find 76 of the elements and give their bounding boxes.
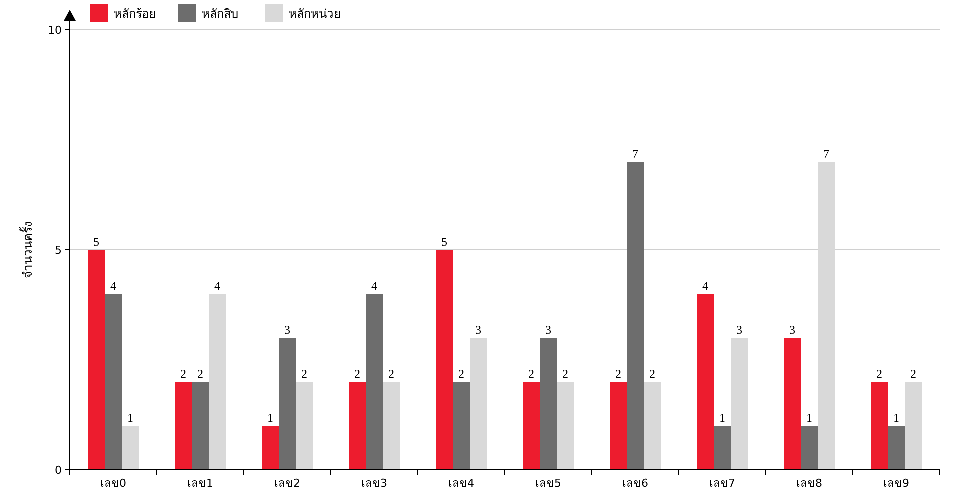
data-label: 2 [180, 367, 186, 381]
data-label: 7 [824, 147, 830, 161]
x-tick-label: เลข1 [188, 477, 214, 490]
y-tick-label: 10 [48, 24, 62, 37]
legend-label: หลักสิบ [202, 7, 239, 21]
bar [209, 294, 226, 470]
bar [105, 294, 122, 470]
bar [871, 382, 888, 470]
x-tick-label: เลข6 [622, 477, 648, 490]
bar [731, 338, 748, 470]
data-label: 3 [284, 323, 290, 337]
bar [262, 426, 279, 470]
data-label: 4 [702, 279, 708, 293]
data-label: 2 [302, 367, 308, 381]
y-tick-label: 5 [55, 244, 62, 257]
data-label: 4 [214, 279, 220, 293]
bar [714, 426, 731, 470]
data-label: 3 [476, 323, 482, 337]
data-label: 5 [94, 235, 100, 249]
data-label: 2 [198, 367, 204, 381]
bar [523, 382, 540, 470]
y-axis-title: จำนวนครั้ง [19, 222, 35, 278]
x-tick-label: เลข3 [362, 477, 388, 490]
bar [122, 426, 139, 470]
data-label: 1 [720, 411, 726, 425]
bar [470, 338, 487, 470]
data-label: 2 [616, 367, 622, 381]
legend-label: หลักร้อย [114, 7, 156, 21]
x-tick-label: เลข7 [710, 477, 736, 490]
data-label: 4 [110, 279, 116, 293]
data-label: 3 [736, 323, 742, 337]
x-tick-label: เลข2 [274, 477, 300, 490]
bar [436, 250, 453, 470]
bar [88, 250, 105, 470]
data-label: 5 [442, 235, 448, 249]
data-label: 3 [546, 323, 552, 337]
data-label: 1 [894, 411, 900, 425]
x-tick-label: เลข9 [884, 477, 910, 490]
data-label: 2 [354, 367, 360, 381]
x-tick-label: เลข5 [536, 477, 562, 490]
data-label: 1 [806, 411, 812, 425]
data-label: 2 [910, 367, 916, 381]
y-tick-label: 0 [55, 464, 62, 477]
bar [784, 338, 801, 470]
data-label: 2 [876, 367, 882, 381]
bar [888, 426, 905, 470]
x-tick-label: เลข8 [796, 477, 822, 490]
data-label: 7 [632, 147, 638, 161]
data-label: 2 [458, 367, 464, 381]
bar [175, 382, 192, 470]
bar [801, 426, 818, 470]
bar [557, 382, 574, 470]
data-label: 2 [562, 367, 568, 381]
bar [627, 162, 644, 470]
x-tick-label: เลข4 [448, 477, 474, 490]
bar [192, 382, 209, 470]
bar [644, 382, 661, 470]
bar [366, 294, 383, 470]
bar [453, 382, 470, 470]
bar [540, 338, 557, 470]
data-label: 2 [388, 367, 394, 381]
data-label: 2 [528, 367, 534, 381]
data-label: 4 [372, 279, 378, 293]
data-label: 2 [650, 367, 656, 381]
bar [349, 382, 366, 470]
bar [279, 338, 296, 470]
data-label: 3 [790, 323, 796, 337]
bar [383, 382, 400, 470]
bar [905, 382, 922, 470]
x-tick-label: เลข0 [100, 477, 126, 490]
legend-label: หลักหน่วย [289, 7, 341, 21]
bar [296, 382, 313, 470]
data-label: 1 [268, 411, 274, 425]
bar [697, 294, 714, 470]
bar [610, 382, 627, 470]
data-label: 1 [128, 411, 134, 425]
